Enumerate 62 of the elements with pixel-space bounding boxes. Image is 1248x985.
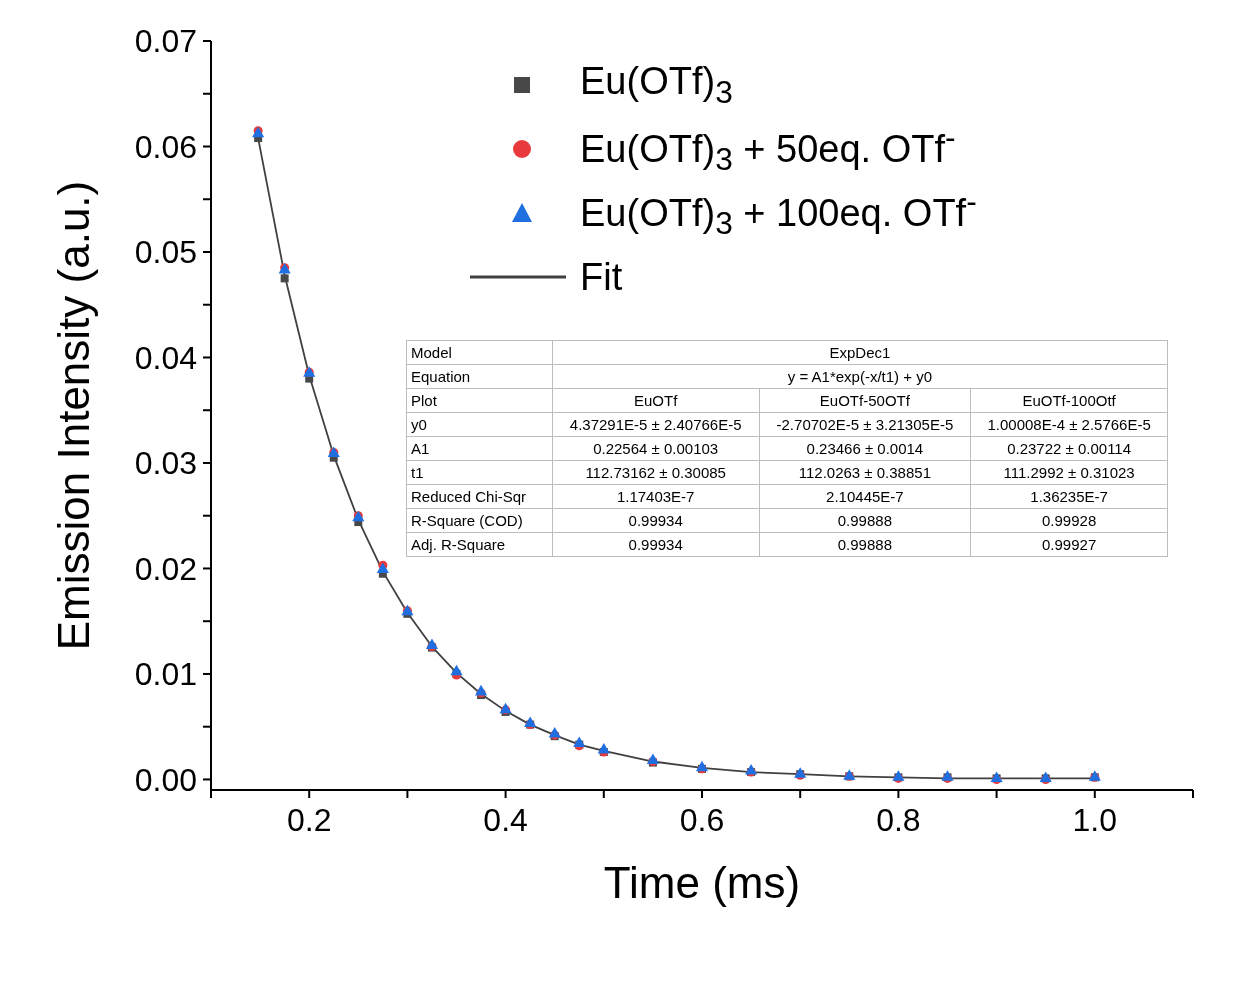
- annotation: EuOTf: [552, 388, 760, 413]
- point: [745, 763, 758, 775]
- legend-label: Eu(OTf)$_{3}$ + 50eq. OTf$^{-}$: [580, 119, 956, 179]
- point: [646, 753, 659, 764]
- annotation: 1.17403E-7: [552, 484, 760, 509]
- point: [573, 736, 586, 748]
- annotation: 112.73162 ± 0.30085: [552, 460, 760, 485]
- point: [425, 638, 439, 649]
- annotation: 0.99934: [552, 508, 760, 533]
- annotation: 0.23466 ± 0.0014: [759, 436, 971, 461]
- point: [376, 562, 389, 574]
- annotation: 2.10445E-7: [759, 484, 971, 509]
- y-tick-label: 0.04: [134, 339, 197, 376]
- annotation: 0.99934: [552, 532, 760, 557]
- y-tick-label: 0.07: [134, 23, 197, 60]
- annotation: 0.99927: [970, 532, 1168, 557]
- point: [597, 742, 610, 754]
- y-tick-label: 0.00: [134, 761, 197, 798]
- y-axis-title: Emission Intensity (a.u.): [48, 180, 98, 651]
- annotation: 1.36235E-7: [970, 484, 1168, 509]
- annotation: EuOTf-100Otf: [970, 388, 1168, 413]
- x-tick-label: 1.0: [1072, 801, 1118, 838]
- annotation: Reduced Chi-Sqr: [406, 484, 553, 509]
- legend-label: Eu(OTf)$_{3}$: [580, 59, 733, 111]
- annotation: 0.99928: [970, 508, 1168, 533]
- x-tick-label: 0.4: [483, 801, 528, 838]
- annotation: 0.22564 ± 0.00103: [552, 436, 760, 461]
- annotation: ExpDec1: [552, 340, 1168, 365]
- annotation: 0.23722 ± 0.00114: [970, 436, 1168, 461]
- annotation: -2.70702E-5 ± 3.21305E-5: [759, 412, 971, 437]
- legend-label: Eu(OTf)$_{3}$ + 100eq. OTf$^{-}$: [580, 183, 977, 243]
- y-tick-label: 0.06: [134, 128, 197, 165]
- point: [280, 274, 289, 283]
- x-tick-label: 0.6: [679, 801, 725, 838]
- y-tick-label: 0.02: [134, 550, 197, 587]
- annotation: y0: [406, 412, 553, 437]
- annotation: t1: [406, 460, 553, 485]
- annotation: Model: [406, 340, 553, 365]
- x-tick-label: 0.2: [286, 801, 332, 838]
- annotation: 1.00008E-4 ± 2.5766E-5: [970, 412, 1168, 437]
- point: [695, 760, 709, 772]
- y-tick-label: 0.01: [134, 656, 197, 693]
- annotation: 0.99888: [759, 508, 971, 533]
- x-axis-title: Time (ms): [603, 858, 801, 908]
- point: [450, 664, 463, 676]
- annotation: y = A1*exp(-x/t1) + y0: [552, 364, 1168, 389]
- annotation: Plot: [406, 388, 553, 413]
- annotation: R-Square (COD): [406, 508, 553, 533]
- y-tick-label: 0.05: [134, 234, 197, 271]
- annotation: 4.37291E-5 ± 2.40766E-5: [552, 412, 760, 437]
- point: [474, 684, 488, 696]
- y-tick-label: 0.03: [134, 445, 197, 482]
- annotation: 111.2992 ± 0.31023: [970, 460, 1168, 485]
- x-tick-label: 0.8: [876, 801, 921, 838]
- legend-label: Fit: [580, 255, 623, 299]
- point: [524, 716, 537, 728]
- annotation: A1: [406, 436, 553, 461]
- annotation: Adj. R-Square: [406, 532, 553, 557]
- annotation: 0.99888: [759, 532, 971, 557]
- annotation: Equation: [406, 364, 553, 389]
- annotation: EuOTf-50OTf: [759, 388, 971, 413]
- annotation: 112.0263 ± 0.38851: [759, 460, 971, 485]
